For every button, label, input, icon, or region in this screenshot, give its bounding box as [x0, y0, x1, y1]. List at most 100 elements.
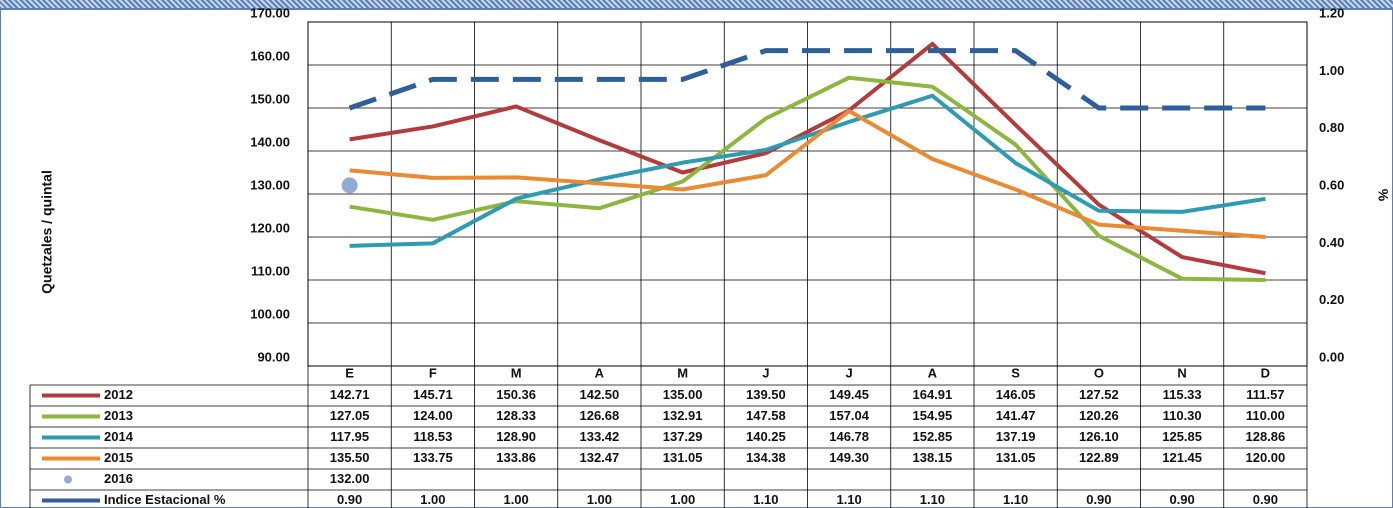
- series-line: [348, 48, 1266, 111]
- table-value: 126.10: [1079, 429, 1119, 444]
- table-value: 128.86: [1245, 429, 1285, 444]
- table-value: 134.38: [746, 450, 786, 465]
- table-value: 140.25: [746, 429, 786, 444]
- table-value: 133.42: [579, 429, 619, 444]
- table-value: 127.52: [1079, 387, 1119, 402]
- table-value: 118.53: [413, 429, 452, 444]
- x-tick-label: E: [345, 365, 354, 380]
- table-value: 135.50: [330, 450, 370, 465]
- table-value: 110.00: [1246, 408, 1285, 423]
- series-line: [349, 93, 1266, 248]
- table-value: 132.00: [330, 471, 370, 486]
- table-value: 110.30: [1163, 408, 1202, 423]
- x-tick-label: S: [1011, 365, 1020, 380]
- table-value: 128.90: [496, 429, 536, 444]
- table-value: 149.30: [829, 450, 869, 465]
- y-axis-label: Quetzales / quintal: [39, 170, 55, 294]
- table-value: 126.68: [579, 408, 619, 423]
- table-value: 1.00: [587, 492, 612, 507]
- table-value: 0.90: [1086, 492, 1111, 507]
- x-tick-label: N: [1177, 365, 1186, 380]
- table-value: 149.45: [829, 387, 869, 402]
- table-value: 1.10: [836, 492, 861, 507]
- y-tick-label: 140.00: [250, 134, 290, 149]
- table-value: 137.19: [996, 429, 1036, 444]
- table-value: 132.47: [579, 450, 619, 465]
- table-value: 1.00: [670, 492, 695, 507]
- marker: [341, 177, 358, 194]
- top-stripe: [0, 0, 1393, 9]
- y-tick-label: 120.00: [250, 220, 290, 235]
- series-line: [349, 41, 1266, 276]
- table-value: 141.47: [996, 408, 1036, 423]
- table-value: 0.90: [1169, 492, 1194, 507]
- legend-marker: [64, 475, 72, 484]
- table-value: 147.58: [746, 408, 786, 423]
- y2-tick-label: 0.60: [1319, 177, 1344, 192]
- y2-axis-label: %: [1375, 189, 1391, 202]
- y2-tick-label: 0.00: [1319, 349, 1344, 364]
- table-value: 133.86: [496, 450, 536, 465]
- y-tick-label: 160.00: [250, 48, 290, 63]
- frame: [0, 8, 1393, 508]
- table-value: 142.50: [579, 387, 619, 402]
- table-value: 120.00: [1245, 450, 1285, 465]
- table-value: 142.71: [330, 387, 370, 402]
- legend-label: Indice Estacional %: [104, 492, 226, 507]
- table-value: 145.71: [413, 387, 453, 402]
- table-value: 124.00: [413, 408, 453, 423]
- table-value: 137.29: [663, 429, 703, 444]
- legend-label: 2015: [104, 450, 133, 465]
- table-value: 111.57: [1246, 387, 1284, 402]
- table-value: 133.75: [413, 450, 453, 465]
- table-value: 1.10: [753, 492, 778, 507]
- legend-label: 2013: [104, 408, 133, 423]
- table-value: 122.89: [1079, 450, 1119, 465]
- table-value: 152.85: [912, 429, 952, 444]
- x-tick-label: M: [511, 365, 522, 380]
- table-value: 1.00: [420, 492, 445, 507]
- table-value: 150.36: [496, 387, 536, 402]
- y-tick-label: 110.00: [251, 263, 290, 278]
- table-value: 121.45: [1162, 450, 1202, 465]
- y-tick-label: 170.00: [250, 5, 290, 20]
- y-tick-label: 150.00: [250, 91, 290, 106]
- y2-tick-label: 1.20: [1319, 5, 1344, 20]
- y2-tick-label: 0.20: [1319, 292, 1344, 307]
- x-tick-label: J: [762, 365, 769, 380]
- table-value: 0.90: [337, 492, 362, 507]
- x-tick-label: M: [677, 365, 688, 380]
- y-tick-label: 130.00: [250, 177, 290, 192]
- y-tick-label: 100.00: [250, 306, 290, 321]
- y-tick-label: 90.00: [257, 349, 290, 364]
- table-value: 135.00: [663, 387, 703, 402]
- table-value: 125.85: [1162, 429, 1202, 444]
- table-value: 146.05: [996, 387, 1036, 402]
- series-line: [349, 109, 1266, 239]
- table-value: 120.26: [1079, 408, 1119, 423]
- legend-label: 2012: [104, 387, 133, 402]
- x-tick-label: A: [595, 365, 605, 380]
- legend-label: 2014: [104, 429, 134, 444]
- table-value: 1.10: [920, 492, 945, 507]
- table-value: 117.95: [330, 429, 369, 444]
- table-value: 1.10: [1003, 492, 1028, 507]
- table-value: 131.05: [996, 450, 1036, 465]
- table-value: 1.00: [503, 492, 528, 507]
- table-value: 154.95: [912, 408, 952, 423]
- table-value: 157.04: [829, 408, 870, 423]
- x-tick-label: A: [928, 365, 938, 380]
- table-value: 164.91: [912, 387, 952, 402]
- x-tick-label: J: [846, 365, 853, 380]
- table-value: 115.33: [1163, 387, 1202, 402]
- x-tick-label: D: [1261, 365, 1270, 380]
- y2-tick-label: 0.40: [1319, 235, 1344, 250]
- y2-tick-label: 1.00: [1319, 63, 1344, 78]
- table-value: 139.50: [746, 387, 786, 402]
- table-value: 131.05: [663, 450, 703, 465]
- table-value: 132.91: [663, 408, 703, 423]
- x-tick-label: F: [429, 365, 437, 380]
- table-value: 127.05: [330, 408, 370, 423]
